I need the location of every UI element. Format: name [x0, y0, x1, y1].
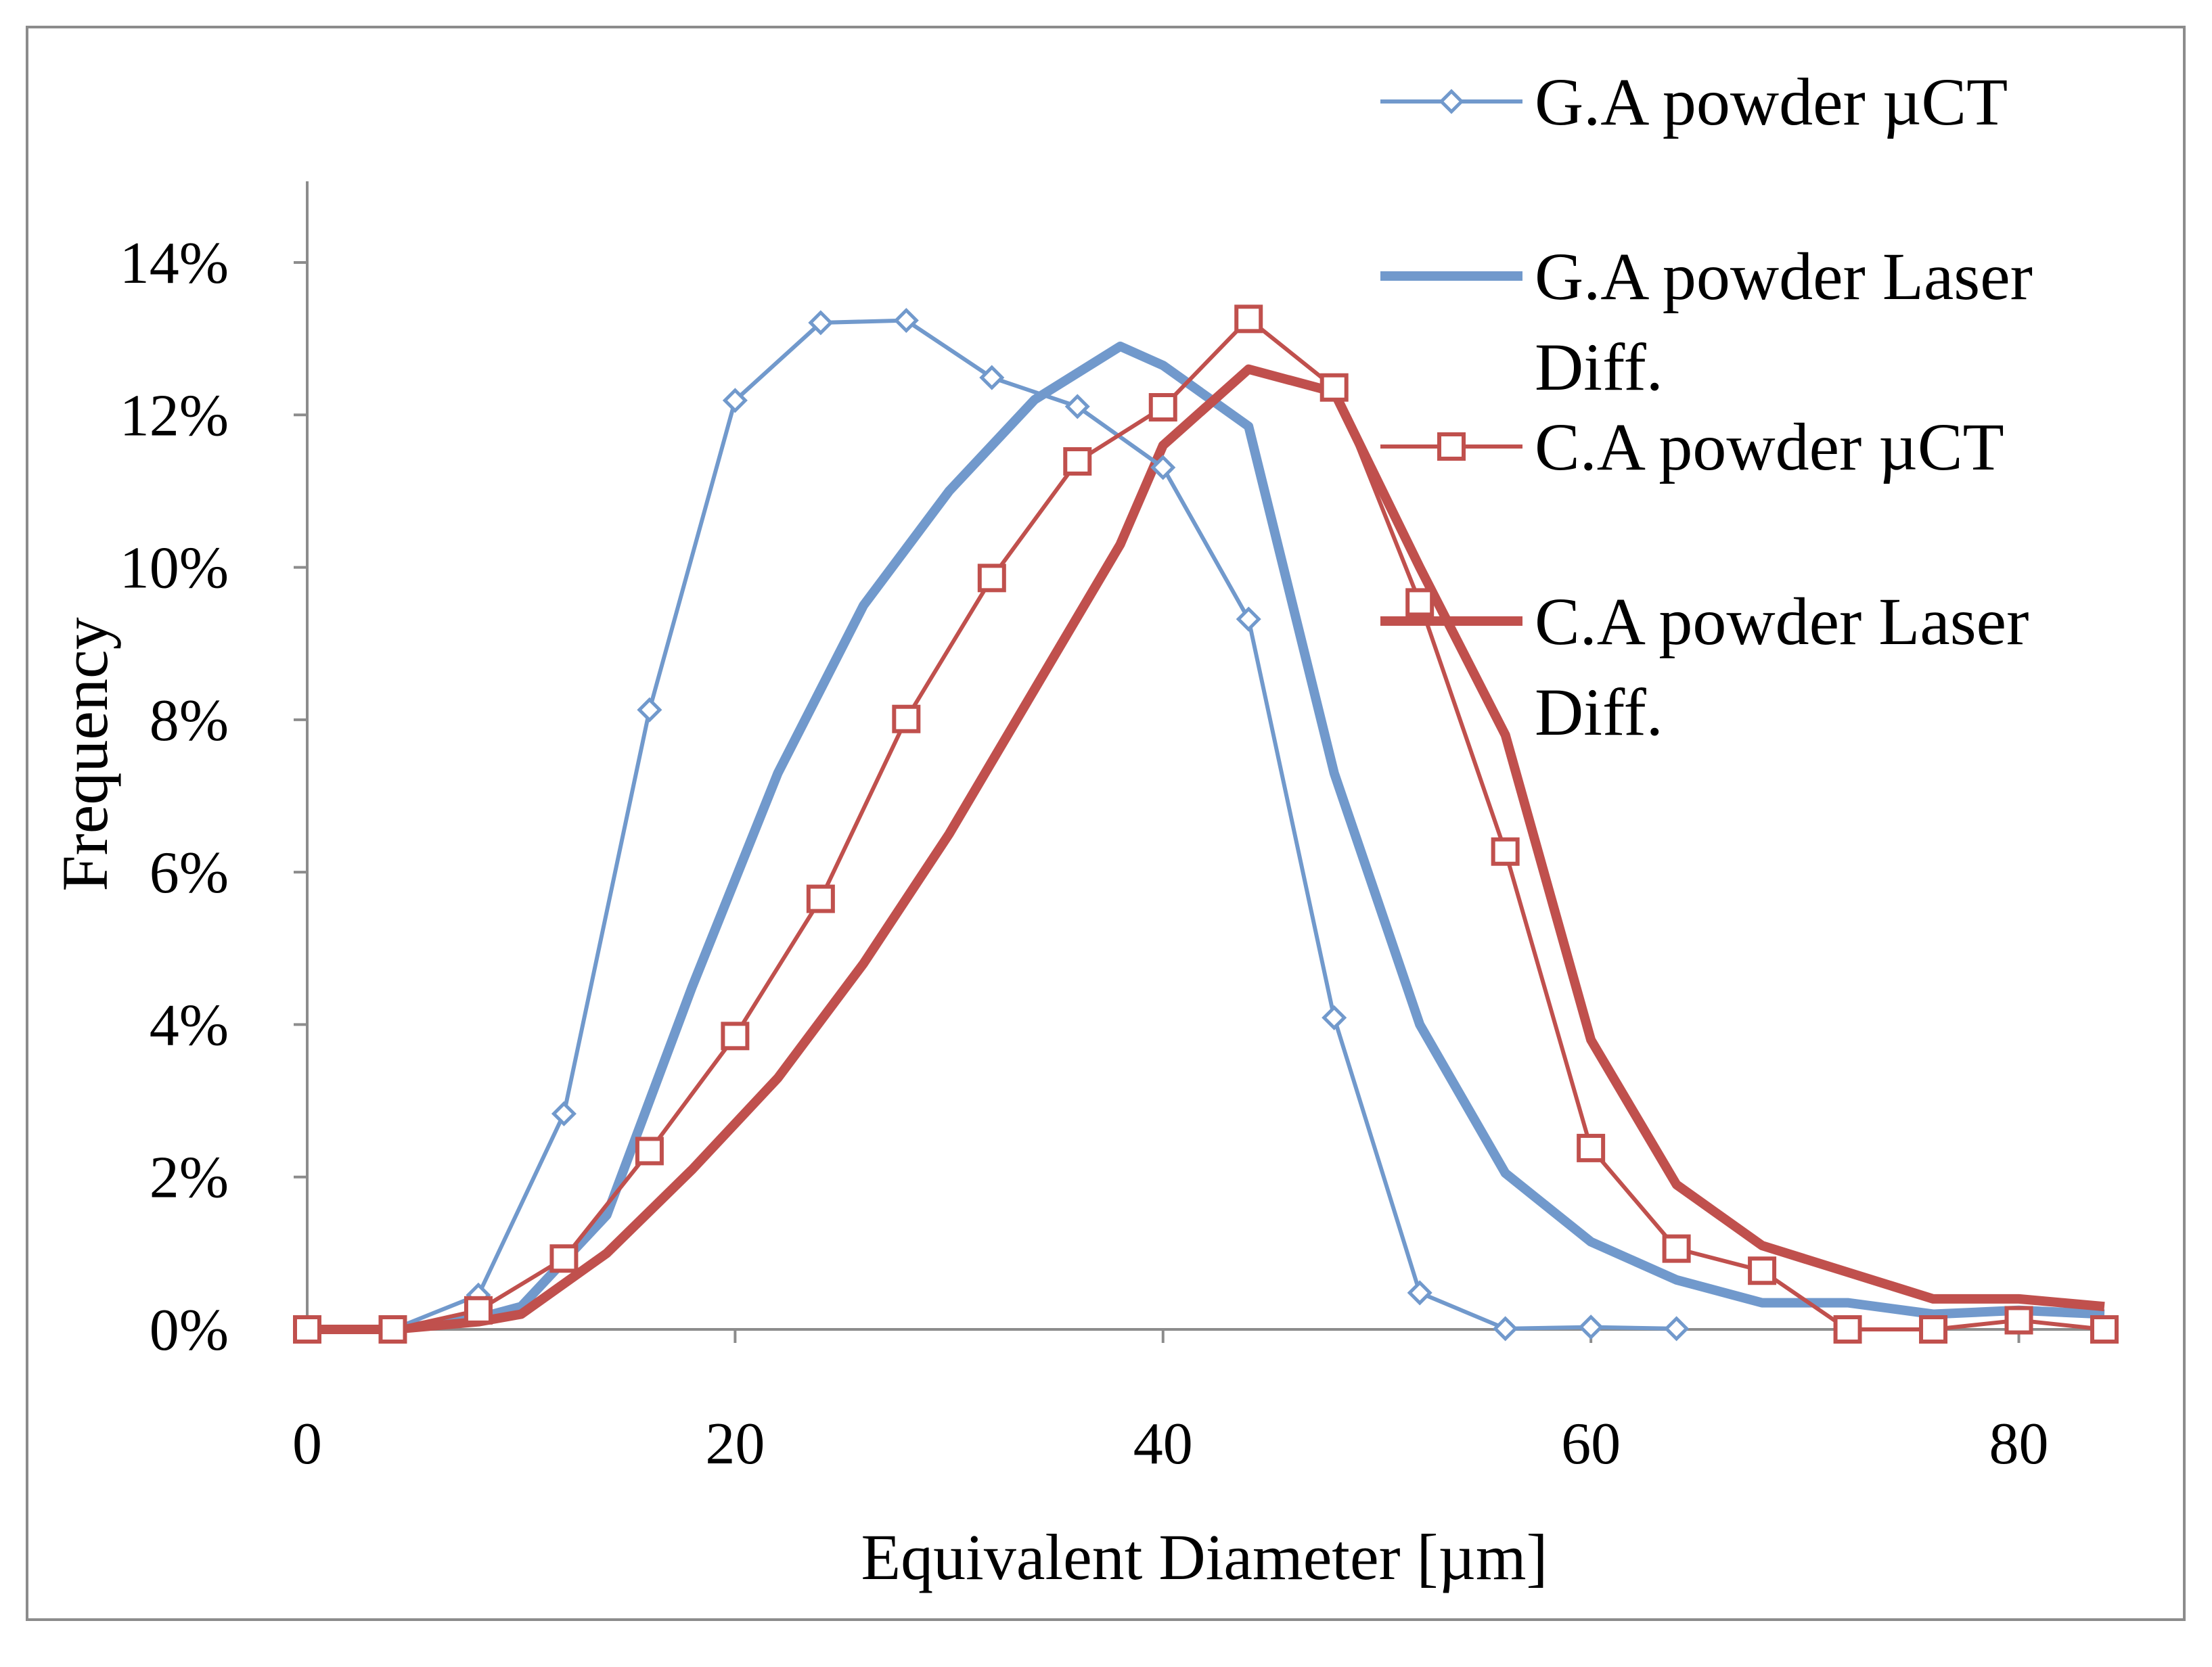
data-point-square	[1577, 1133, 1606, 1162]
x-tick-label: 20	[705, 1411, 765, 1477]
data-point-square	[1063, 447, 1092, 476]
series-line	[307, 317, 2105, 1331]
data-point-square	[1319, 373, 1349, 402]
y-tick-label: 12%	[120, 383, 229, 449]
data-point-square	[2004, 1306, 2033, 1335]
data-point-square	[806, 884, 835, 913]
data-point-diamond	[1150, 455, 1176, 480]
series-c-a-powder-laser-diff	[307, 364, 2105, 1334]
data-point-diamond	[1064, 394, 1090, 419]
data-point-square	[1148, 393, 1177, 422]
data-point-diamond	[722, 388, 748, 413]
legend-label: C.A powder Laser Diff.	[1535, 584, 2029, 750]
x-tick-label: 80	[1989, 1411, 2049, 1477]
data-point-square	[2090, 1315, 2119, 1344]
x-tick-label: 0	[292, 1411, 322, 1477]
legend-marker-diamond	[1439, 89, 1464, 114]
data-point-square	[635, 1137, 664, 1166]
data-point-square	[1405, 588, 1435, 617]
series-c-a-powder-ct	[293, 304, 2119, 1344]
x-axis-title: Equivalent Diameter [µm]	[861, 1521, 1548, 1593]
y-tick-label: 10%	[120, 536, 229, 601]
data-point-square	[1491, 837, 1520, 866]
data-point-diamond	[1493, 1316, 1518, 1342]
series	[293, 304, 2119, 1344]
data-point-diamond	[808, 310, 834, 336]
data-point-square	[464, 1296, 493, 1325]
series-line	[307, 318, 1677, 1331]
legend-marker-square	[1437, 432, 1466, 461]
data-point-square	[1234, 304, 1263, 334]
data-point-diamond	[893, 308, 919, 334]
data-point-square	[1919, 1315, 1948, 1344]
data-point-square	[1748, 1256, 1777, 1285]
data-point-diamond	[1578, 1315, 1604, 1340]
y-tick-label: 8%	[150, 688, 229, 754]
y-tick-label: 14%	[120, 231, 229, 296]
data-point-diamond	[1322, 1005, 1347, 1030]
legend-item: C.A powder Laser Diff.	[1380, 584, 2029, 750]
data-point-square	[1833, 1315, 1862, 1344]
y-tick-label: 4%	[150, 992, 229, 1058]
data-point-square	[977, 564, 1006, 593]
series-line	[307, 341, 2105, 1334]
legend-item: G.A powder Laser Diff.	[1380, 239, 2033, 405]
data-point-diamond	[1236, 606, 1261, 632]
legend-item: G.A powder µCT	[1380, 64, 2008, 139]
data-point-diamond	[551, 1101, 577, 1126]
series-line	[307, 364, 2105, 1334]
y-tick-label: 0%	[150, 1298, 229, 1363]
data-point-diamond	[979, 365, 1005, 390]
x-tick-label: 60	[1561, 1411, 1621, 1477]
legend-item: C.A powder µCT	[1380, 409, 2004, 484]
data-point-square	[721, 1022, 750, 1051]
chart-frame	[26, 26, 2186, 1621]
y-tick-label: 2%	[150, 1145, 229, 1211]
data-point-square	[549, 1244, 579, 1273]
axes	[306, 181, 2104, 1331]
data-point-diamond	[1664, 1316, 1690, 1342]
data-point-diamond	[637, 697, 662, 723]
legend-label: C.A powder µCT	[1535, 409, 2004, 484]
data-point-square	[378, 1315, 407, 1344]
data-point-square	[892, 704, 921, 733]
data-point-diamond	[1407, 1280, 1432, 1306]
x-tick-label: 40	[1133, 1411, 1193, 1477]
series-g-a-powder-laser-diff	[307, 341, 2105, 1334]
ticks: 0 20 40 60 80 0% 2% 4% 6% 8% 10% 12% 14%	[120, 231, 2049, 1477]
y-tick-label: 6%	[150, 840, 229, 906]
y-axis-title: Frequency	[49, 617, 121, 891]
series-g-a-powder-ct	[294, 308, 1690, 1342]
data-point-square	[1662, 1234, 1691, 1263]
legend-label: G.A powder µCT	[1535, 64, 2008, 139]
data-point-square	[293, 1315, 321, 1344]
legend-label: G.A powder Laser Diff.	[1535, 239, 2033, 405]
